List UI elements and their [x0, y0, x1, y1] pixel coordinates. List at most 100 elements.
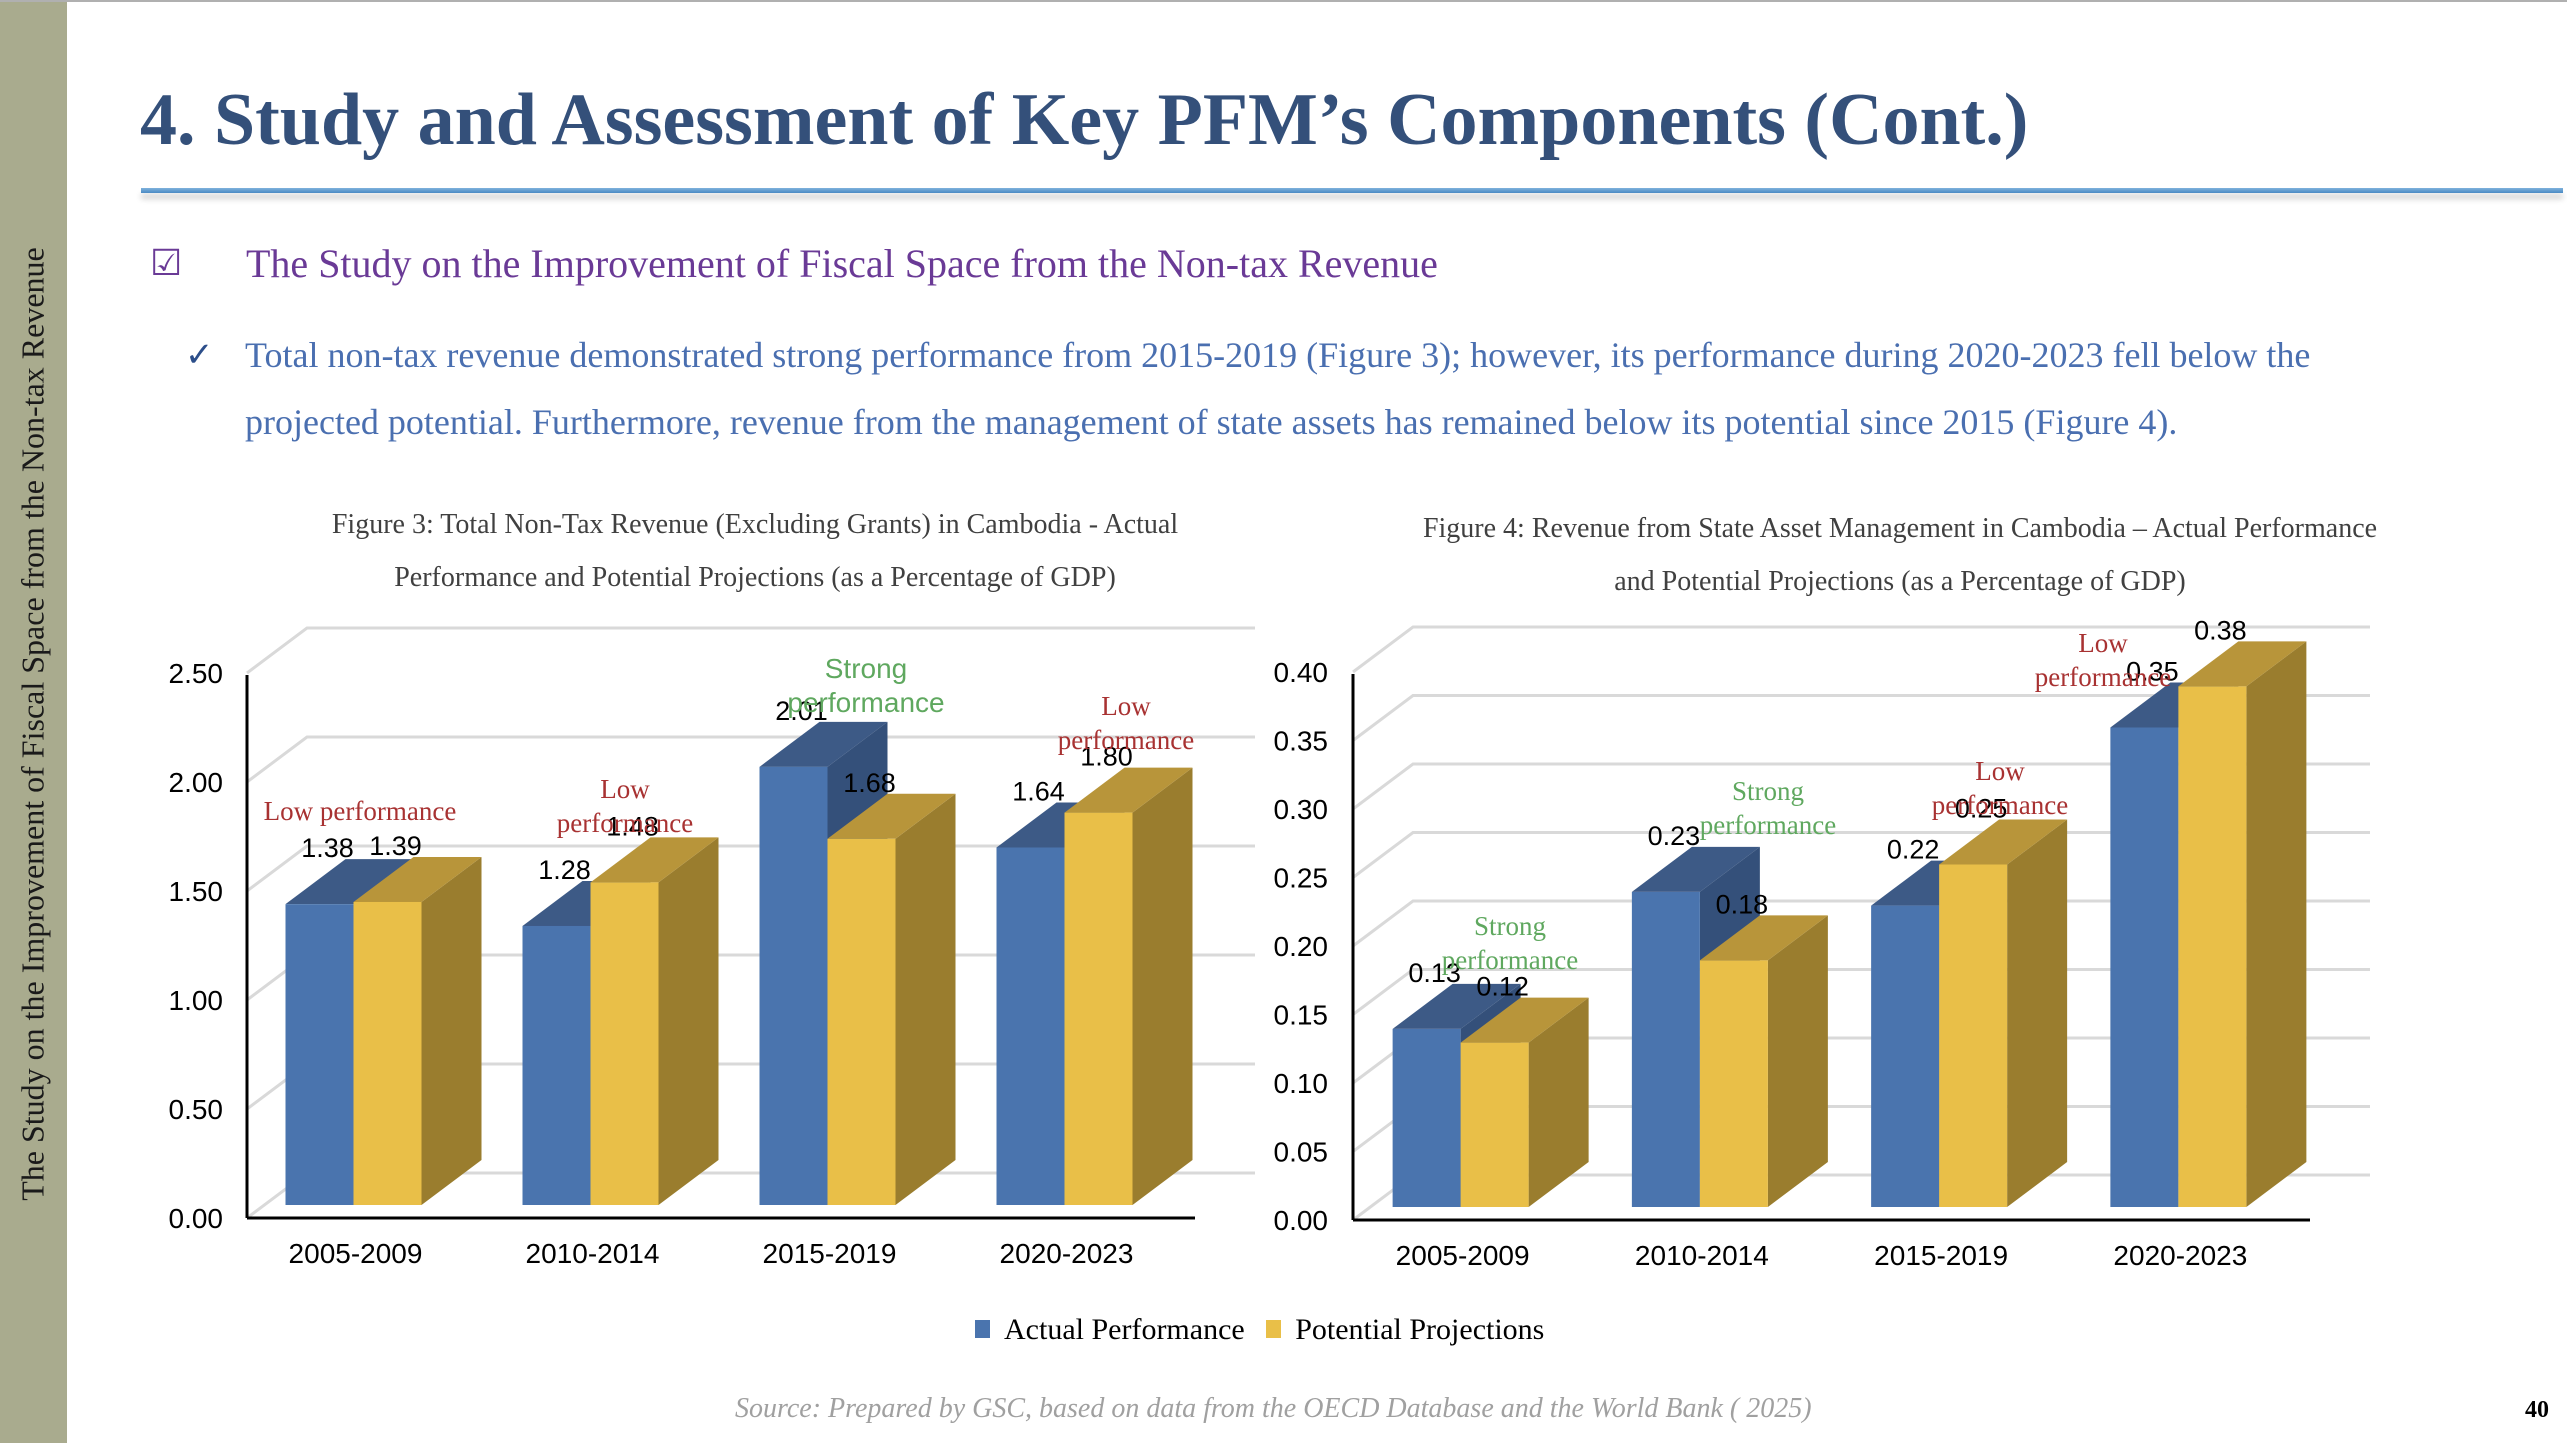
checkbox-icon: ☑ [150, 243, 183, 283]
fig3-value-label-actual: 1.64 [1012, 776, 1065, 806]
fig3-value-label-potential: 1.39 [369, 831, 422, 861]
fig4-y-tick-label: 0.05 [1274, 1137, 1329, 1168]
fig4-x-tick-label: 2020-2023 [2113, 1240, 2247, 1271]
fig4-y-tick-label: 0.30 [1274, 794, 1329, 825]
fig3-value-label-potential: 1.68 [843, 768, 896, 798]
fig3-bar-potential-top [590, 837, 719, 883]
legend-swatch-actual [975, 1320, 990, 1338]
fig3-y-tick-label: 2.00 [169, 767, 224, 798]
fig4-x-tick-label: 2015-2019 [1874, 1240, 2008, 1271]
figure-3-title-line-1: Figure 3: Total Non-Tax Revenue (Excludi… [331, 509, 1179, 540]
fig4-x-tick-label: 2005-2009 [1396, 1240, 1530, 1271]
fig3-y-tick-label: 0.00 [169, 1203, 224, 1234]
fig4-bar-potential [1939, 864, 2008, 1207]
fig3-value-label-actual: 1.28 [538, 855, 591, 885]
fig4-bar-potential-top [1460, 997, 1589, 1043]
fig4-annotation-strong: performance [1700, 810, 1836, 840]
fig4-y-tick-label: 0.10 [1274, 1068, 1329, 1099]
fig3-x-tick-label: 2015-2019 [763, 1238, 897, 1269]
fig3-bar-potential-top [1064, 767, 1193, 813]
top-border [0, 0, 2567, 2]
fig4-y-tick-label: 0.35 [1274, 726, 1329, 757]
fig4-bar-potential-side [2246, 641, 2307, 1207]
fig4-bar-actual-top [1631, 846, 1760, 892]
fig4-y-tick-label: 0.25 [1274, 863, 1329, 894]
fig4-annotation-strong: Strong [1474, 911, 1546, 941]
section-heading-text: The Study on the Improvement of Fiscal S… [246, 241, 1438, 286]
title-divider [141, 188, 2563, 193]
legend-label-actual: Actual Performance [1004, 1313, 1245, 1346]
fig3-bar-actual-top [285, 859, 414, 905]
fig4-gridline [1352, 694, 2370, 742]
fig4-annotation-low: Low [2078, 628, 2128, 658]
bullet-text: Total non-tax revenue demonstrated stron… [245, 335, 2311, 442]
fig3-y-tick-label: 1.00 [169, 985, 224, 1016]
fig3-annotation-low: performance [557, 808, 693, 838]
fig3-bar-potential-top [827, 793, 956, 839]
fig3-bar-actual [996, 847, 1065, 1205]
fig4-value-label-actual: 0.22 [1887, 835, 1940, 865]
fig3-bar-potential-side [895, 793, 956, 1205]
fig3-bar-potential-top [353, 856, 482, 902]
fig3-annotation-low: performance [1058, 725, 1194, 755]
fig4-bar-actual-top [1392, 983, 1521, 1029]
fig3-gridline [246, 735, 1255, 784]
chart-legend: Actual Performance Potential Projections [975, 1313, 1558, 1347]
fig3-annotation-low: Low [1101, 691, 1151, 721]
legend-item-potential: Potential Projections [1266, 1313, 1544, 1347]
fig4-bar-actual [2110, 727, 2179, 1207]
fig3-x-tick-label: 2005-2009 [289, 1238, 423, 1269]
sidebar: The Study on the Improvement of Fiscal S… [0, 2, 67, 1443]
fig4-annotation-low: performance [1932, 790, 2068, 820]
slide-title: 4. Study and Assessment of Key PFM’s Com… [140, 79, 2029, 161]
fig3-annotation-low: Low performance [264, 796, 457, 826]
fig4-y-tick-label: 0.15 [1274, 1000, 1329, 1031]
fig3-bar-potential [1064, 812, 1133, 1205]
fig4-bar-potential-top [1939, 819, 2068, 865]
fig4-x-tick-label: 2010-2014 [1635, 1240, 1769, 1271]
fig4-annotation-low: Low [1975, 756, 2025, 786]
fig3-value-label-actual: 1.38 [301, 833, 354, 863]
fig3-bar-potential-side [658, 837, 719, 1205]
fig3-y-tick-label: 2.50 [169, 658, 224, 689]
legend-item-actual: Actual Performance [975, 1313, 1245, 1347]
figure-4-title: Figure 4: Revenue from State Asset Manag… [1360, 502, 2440, 608]
figure-4-title-line-1: Figure 4: Revenue from State Asset Manag… [1422, 513, 2378, 544]
fig3-value-label-potential: 1.48 [606, 811, 659, 841]
fig4-annotation-strong: Strong [1732, 776, 1804, 806]
figure-3-title-line-2: Performance and Potential Projections (a… [394, 562, 1116, 593]
fig4-annotation-strong: performance [1442, 945, 1578, 975]
fig4-bar-potential-side [1528, 997, 1589, 1207]
page-number: 40 [2525, 1397, 2549, 1423]
figure-4-title-line-2: and Potential Projections (as a Percenta… [1614, 566, 2186, 597]
fig3-value-label-actual: 2.01 [775, 696, 828, 726]
fig4-gridline [1352, 762, 2370, 811]
fig3-bar-potential-side [421, 856, 482, 1205]
fig3-bar-potential [353, 901, 422, 1205]
fig4-y-tick-label: 0.40 [1274, 657, 1329, 688]
fig4-bar-potential-side [2007, 819, 2068, 1207]
fig4-y-tick-label: 0.00 [1274, 1205, 1329, 1236]
fig4-bar-actual [1631, 891, 1700, 1207]
source-note: Source: Prepared by GSC, based on data f… [735, 1393, 1812, 1424]
fig3-bar-potential [827, 838, 896, 1205]
fig4-value-label-actual: 0.13 [1408, 958, 1461, 988]
fig4-value-label-actual: 0.35 [2126, 657, 2179, 687]
fig3-x-tick-label: 2010-2014 [526, 1238, 660, 1269]
fig3-y-tick-label: 1.50 [169, 876, 224, 907]
fig3-annotation-strong: performance [787, 687, 944, 718]
legend-swatch-potential [1266, 1320, 1282, 1338]
fig3-annotation-strong: Strong [825, 653, 908, 684]
fig4-value-label-potential: 0.18 [1716, 889, 1769, 919]
fig4-bar-potential-top [2178, 641, 2307, 687]
fig4-value-label-potential: 0.25 [1955, 794, 2008, 824]
fig4-bar-potential [2178, 686, 2247, 1207]
fig4-bar-potential-side [1767, 915, 1828, 1207]
fig3-bar-actual [285, 904, 354, 1205]
fig3-gridline [246, 626, 1255, 675]
checkmark-icon: ✓ [185, 337, 214, 374]
fig3-annotation-low: Low [600, 774, 650, 804]
legend-label-potential: Potential Projections [1295, 1313, 1545, 1346]
